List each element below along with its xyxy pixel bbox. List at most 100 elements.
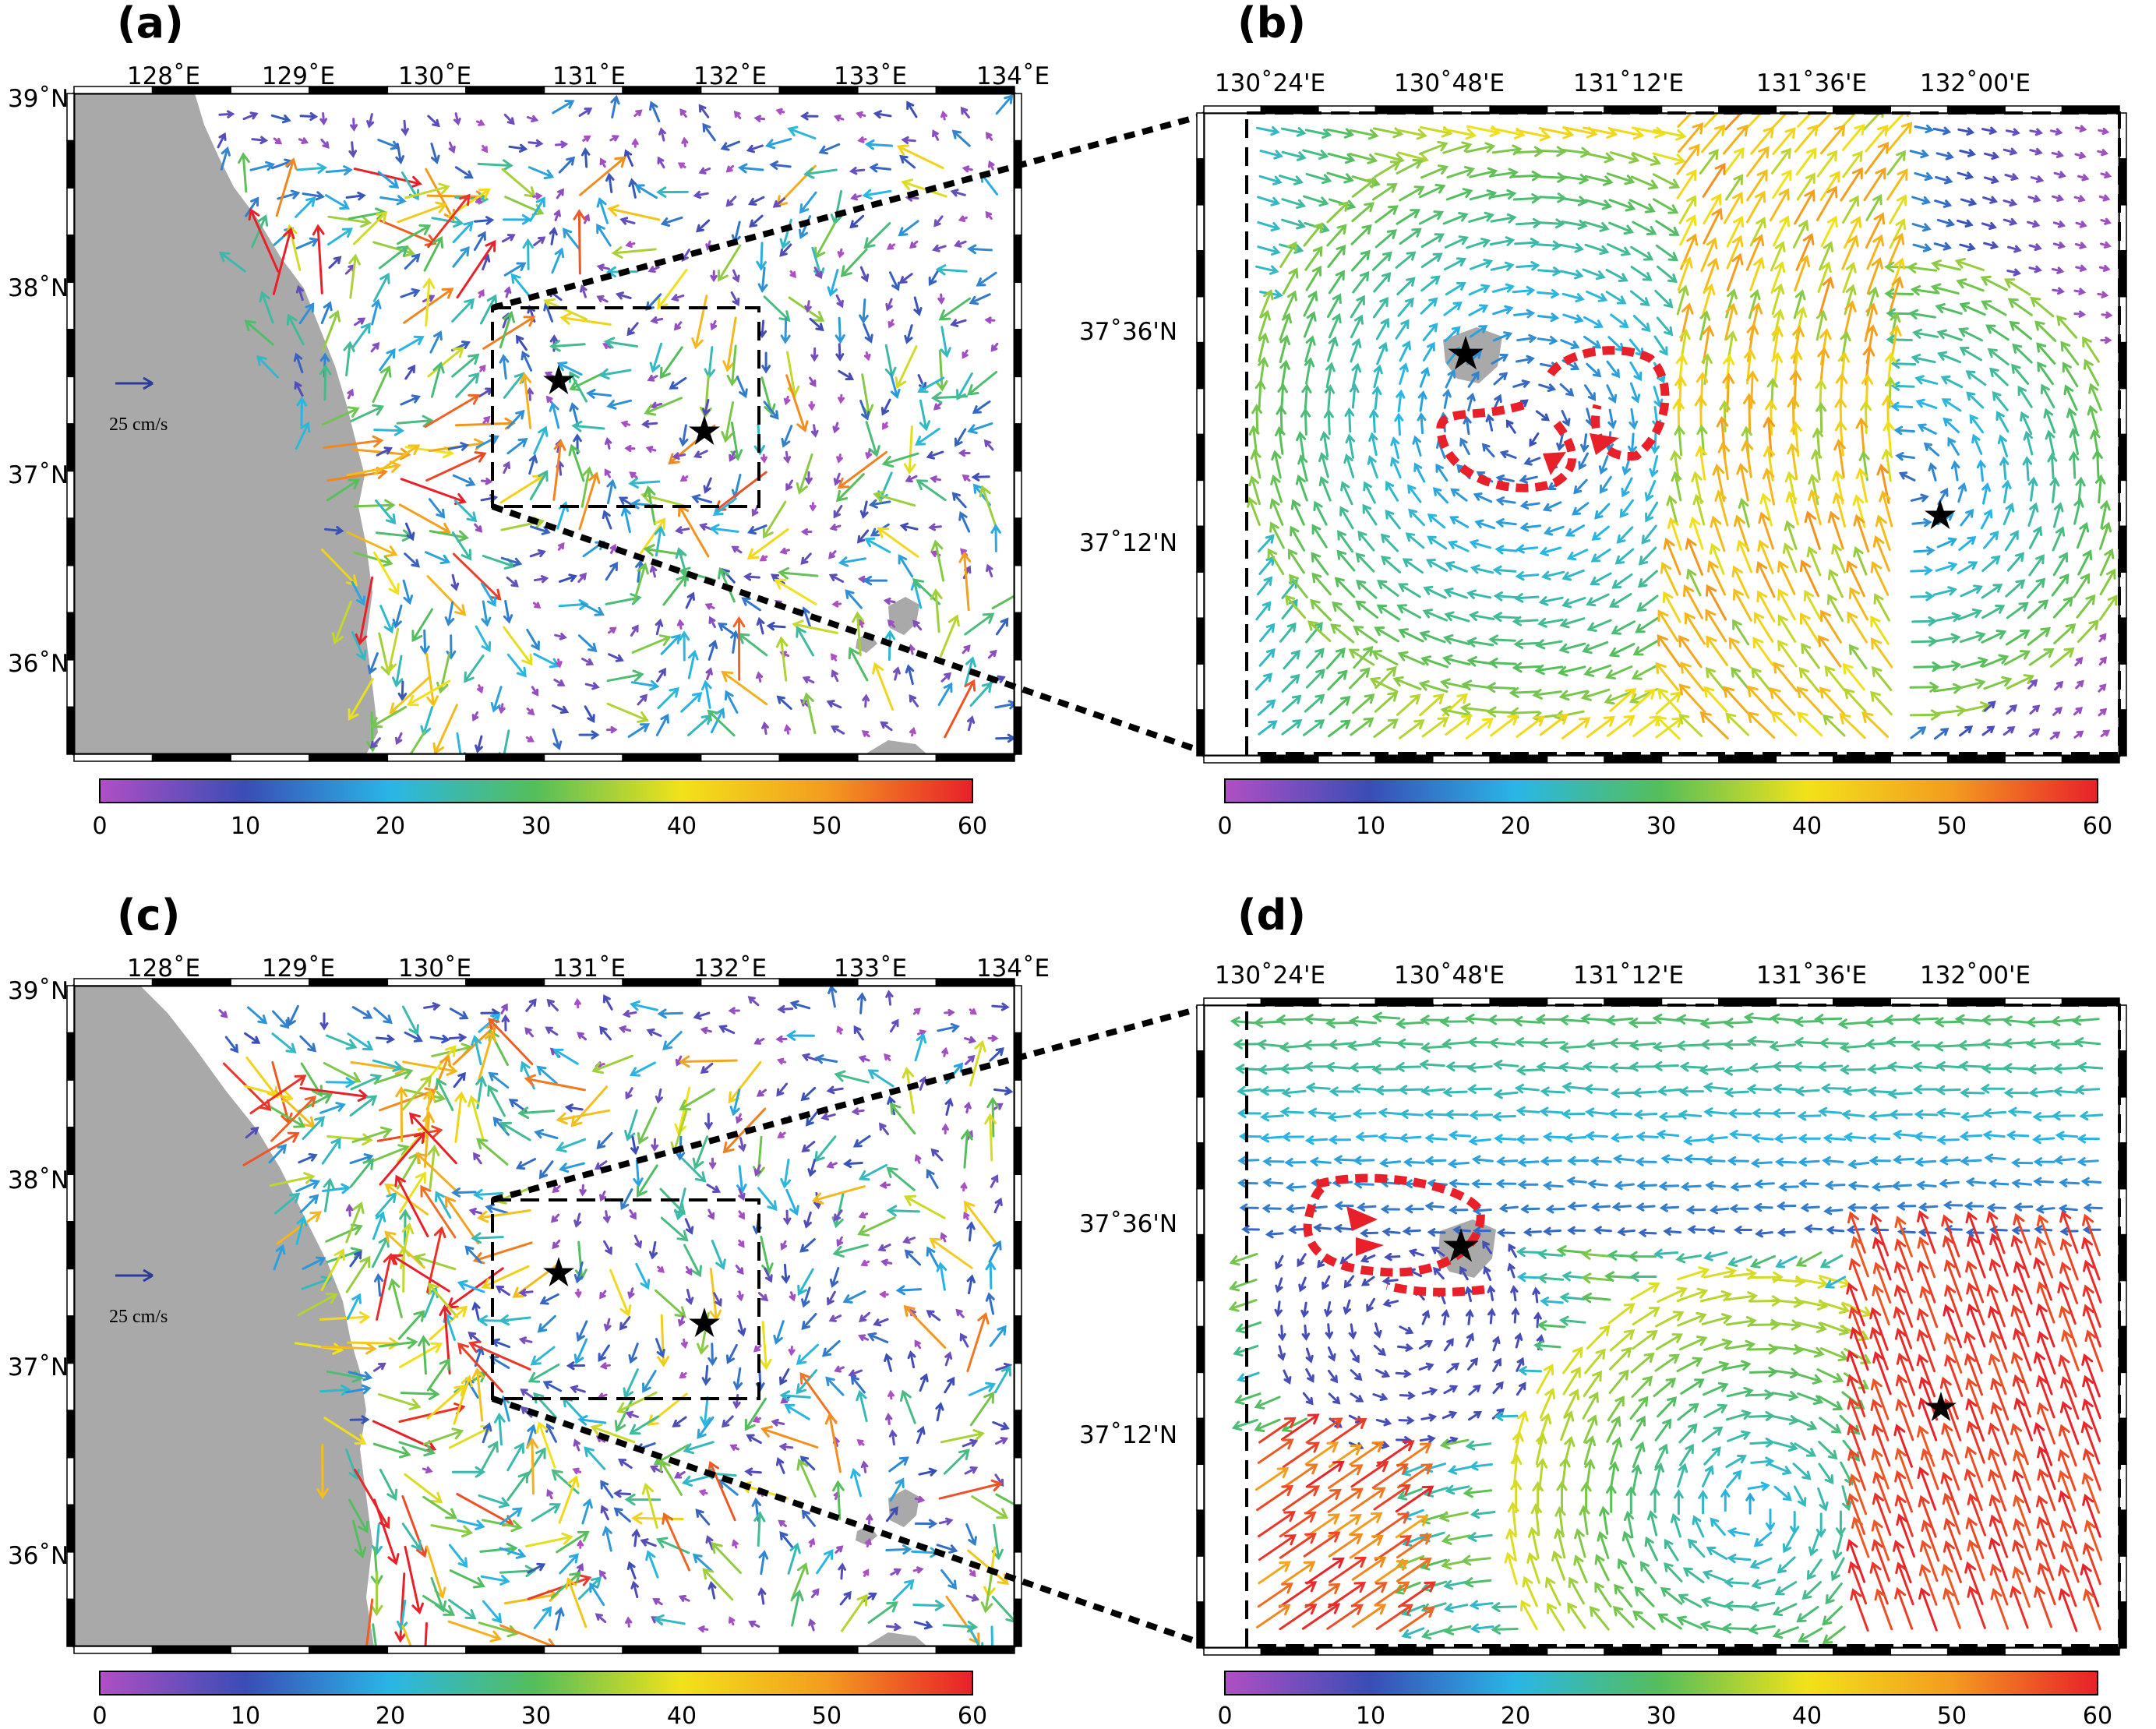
arrow-icon [2049,476,2060,503]
arrow-icon [326,1034,358,1050]
arrow-icon [954,428,967,447]
arrow-icon [1798,667,1820,693]
arrow-icon [1628,1039,1657,1050]
arrow-icon [877,1244,891,1252]
arrow-icon [842,1159,863,1168]
arrow-icon [1283,1463,1318,1488]
arrow-icon [772,197,786,208]
arrow-icon [1258,534,1275,553]
arrow-icon [249,1074,307,1114]
arrow-icon [1794,1086,1820,1096]
arrow-icon [1794,189,1815,225]
map-frame [66,978,1022,1654]
arrow-icon [1851,1235,1869,1278]
arrow-icon [725,164,735,173]
arrow-icon [508,143,528,153]
arrow-icon [482,316,536,350]
arrow-icon [1351,1083,1377,1094]
arrow-icon [1371,1064,1399,1074]
arrow-icon [1583,335,1602,349]
arrow-icon [372,1211,386,1240]
arrow-icon [603,337,639,349]
arrow-icon [1328,312,1342,339]
arrow-icon [886,243,896,250]
arrow-icon [1261,1204,1282,1213]
arrow-icon [1822,1156,1844,1166]
arrow-icon [1675,1253,1703,1264]
colorbar-tick: 30 [1646,1703,1676,1729]
arrow-icon [1237,1085,1262,1096]
arrow-icon [1516,1272,1541,1283]
arrow-icon [480,1441,499,1473]
arrow-icon [348,1498,369,1533]
arrow-icon [804,300,812,313]
arrow-icon [962,1438,979,1448]
arrow-icon [2052,1064,2079,1074]
arrow-icon [1373,1344,1387,1357]
arrow-icon [1847,1493,1866,1535]
arrow-icon [1942,1234,1961,1278]
arrow-icon [606,725,618,734]
arrow-icon [551,1213,560,1223]
arrow-icon [850,1467,863,1498]
colorbar-tick: 40 [1792,813,1822,840]
arrow-icon [1504,1551,1518,1586]
arrow-icon [1817,261,1832,293]
arrow-icon [756,671,764,683]
arrow-icon [657,1008,683,1019]
arrow-icon [1769,686,1796,716]
arrow-icon [721,671,768,706]
arrow-icon [1935,175,1953,185]
arrow-icon [1988,1469,2007,1512]
arrow-icon [881,452,919,468]
arrow-icon [1233,1392,1261,1405]
arrow-icon [729,450,736,462]
arrow-icon [1495,518,1517,528]
arrow-icon [1495,474,1515,483]
arrow-icon [551,1572,581,1599]
arrow-icon [749,214,764,228]
arrow-icon [1371,650,1399,666]
arrow-icon [1943,1587,1961,1629]
arrow-icon [2013,1518,2032,1561]
arrow-icon [1496,1228,1516,1237]
arrow-icon [738,1137,746,1152]
arrow-icon [853,1025,864,1041]
arrow-icon [1988,1537,2008,1582]
arrow-icon [932,129,940,141]
arrow-icon [2037,1402,2055,1445]
arrow-icon [1281,1561,1316,1585]
arrow-icon [1488,1038,1516,1049]
arrow-icon [530,525,551,535]
arrow-icon [994,700,1014,710]
arrow-icon [468,1208,482,1216]
arrow-icon [1371,1463,1409,1489]
arrow-icon [1304,1583,1341,1609]
arrow-icon [1412,435,1422,457]
arrow-icon [388,1278,403,1318]
arrow-icon [503,626,533,666]
arrow-icon [1943,1540,1962,1583]
arrow-icon [1959,243,1976,252]
arrow-icon [1834,419,1847,457]
arrow-icon [1746,169,1768,202]
arrow-icon [1893,425,1915,436]
arrow-icon [1538,596,1564,606]
colorbar-tick: 10 [231,813,260,840]
arrow-icon [1492,1111,1516,1122]
arrow-icon [2027,502,2039,527]
korea-coastline-land [74,94,378,754]
arrow-icon [1511,1307,1520,1324]
arrow-icon [1671,471,1682,502]
arrow-icon [1933,586,1957,596]
arrow-icon [662,1512,691,1572]
arrow-icon [826,1085,844,1095]
arrow-icon [1910,284,1940,296]
arrow-icon [1733,514,1750,552]
arrow-icon [370,1144,411,1163]
arrow-icon [1303,1061,1330,1072]
arrow-icon [423,1002,441,1011]
arrow-icon [1629,382,1641,404]
arrow-icon [1282,694,1302,713]
arrow-icon [1652,198,1679,214]
